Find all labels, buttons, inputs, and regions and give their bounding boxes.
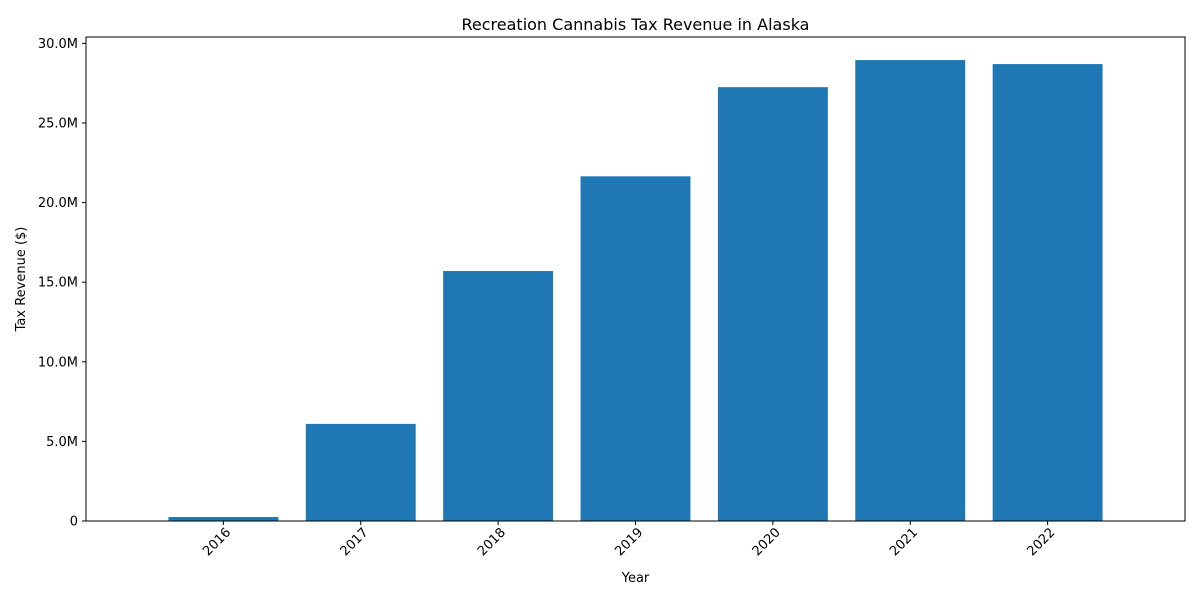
x-tick-label-2018: 2018 (475, 525, 509, 559)
bar-2022 (992, 64, 1103, 521)
bar-2017 (305, 423, 416, 521)
y-tick-label-5: 25.0M (38, 116, 78, 131)
chart-title: Recreation Cannabis Tax Revenue in Alask… (462, 15, 810, 34)
bar-2020 (717, 87, 828, 522)
bars-group (168, 60, 1103, 522)
bar-2018 (443, 271, 554, 521)
x-axis-title: Year (621, 571, 650, 586)
x-tick-label-2016: 2016 (200, 525, 234, 559)
plot-frame (85, 36, 1186, 522)
y-tick-label-6: 30.0M (38, 37, 78, 52)
x-tick-label-2020: 2020 (750, 525, 784, 559)
x-tick-label-2021: 2021 (887, 525, 921, 559)
y-tick-label-1: 5.0M (46, 435, 78, 450)
x-tick-label-2019: 2019 (612, 525, 646, 559)
bar-2021 (855, 60, 966, 522)
bar-2016 (168, 517, 279, 521)
y-tick-label-0: 0 (70, 515, 78, 530)
x-axis: 2016 2017 2018 2019 2020 2021 2022 (200, 521, 1058, 559)
y-tick-label-2: 10.0M (38, 355, 78, 370)
y-axis: 0 5.0M 10.0M 15.0M 20.0M 25.0M 30.0M (38, 37, 86, 530)
y-tick-label-4: 20.0M (38, 196, 78, 211)
x-tick-label-2017: 2017 (338, 525, 372, 559)
x-tick-label-2022: 2022 (1024, 525, 1058, 559)
y-tick-label-3: 15.0M (38, 276, 78, 291)
y-axis-title: Tax Revenue ($) (14, 227, 29, 333)
bar-2019 (580, 176, 691, 521)
